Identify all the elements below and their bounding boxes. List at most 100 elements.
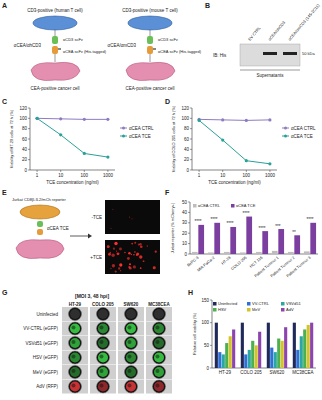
red-cell	[111, 254, 114, 257]
y-tick	[28, 139, 30, 140]
red-cell	[128, 252, 130, 254]
well	[153, 366, 166, 379]
label: αCEA scFv (His-tagged)	[158, 49, 202, 54]
point	[106, 118, 109, 121]
red-cell	[115, 242, 116, 243]
label: CD3-positive (mouse T cell)	[122, 8, 178, 13]
red-cell	[136, 255, 137, 256]
bracket	[240, 70, 300, 71]
y-tick-label: 10	[182, 241, 188, 246]
scfv-cea	[52, 46, 58, 54]
significance: **	[292, 230, 296, 235]
panel-letter: C	[2, 98, 7, 105]
legend-label: HSV	[218, 307, 227, 312]
x-tick	[60, 170, 61, 172]
red-cell	[110, 228, 111, 229]
point	[245, 159, 248, 162]
legend-swatch	[213, 308, 217, 312]
fluorescence	[154, 338, 164, 348]
panel-letter: F	[165, 189, 170, 196]
fluorescence	[98, 353, 108, 363]
legend-label: VSVd51	[286, 301, 301, 306]
well	[153, 322, 166, 335]
plaque	[72, 369, 76, 373]
well-bg	[118, 380, 144, 394]
bar	[208, 252, 214, 254]
legend-marker	[122, 127, 125, 130]
y-tick	[188, 222, 190, 223]
bar	[281, 341, 284, 368]
panel-letter: E	[2, 189, 7, 196]
well-bg	[146, 307, 172, 321]
red-cell	[120, 270, 121, 271]
label: COLO 205	[92, 302, 114, 307]
well-bg	[146, 322, 172, 336]
red-cell	[155, 251, 157, 253]
well-bg	[118, 322, 144, 336]
plaque	[128, 355, 132, 359]
red-cell	[109, 252, 111, 254]
bar	[241, 323, 244, 368]
red-cell	[133, 254, 134, 255]
bar	[303, 329, 306, 368]
plot-area	[192, 217, 316, 254]
red-cell	[129, 217, 130, 218]
fluorescence	[70, 367, 80, 377]
bar	[251, 341, 254, 368]
t-cell	[33, 16, 77, 30]
well-bg	[146, 351, 172, 365]
y-tick-label: 50	[204, 343, 210, 348]
bar	[214, 223, 220, 254]
y-tick	[190, 108, 192, 109]
arrow-head	[88, 234, 92, 239]
well	[69, 322, 82, 335]
well	[97, 308, 110, 321]
plaque	[100, 326, 104, 330]
significance: ****	[226, 221, 233, 226]
fluorescence	[154, 367, 164, 377]
legend-marker	[284, 127, 287, 130]
his-tag	[153, 48, 156, 50]
bar	[222, 354, 225, 368]
label: CD3-positive (human T cell)	[27, 8, 83, 13]
bar	[246, 217, 252, 254]
point	[268, 118, 271, 121]
red-cell	[140, 267, 142, 269]
his-tag	[58, 48, 61, 50]
well-bg	[90, 322, 116, 336]
x-tick	[222, 170, 223, 172]
y-tick	[28, 118, 30, 119]
fluorescence	[126, 324, 136, 334]
bar	[304, 251, 310, 254]
plaque	[72, 384, 76, 388]
point	[268, 162, 271, 165]
well	[125, 337, 138, 350]
bar	[258, 332, 261, 368]
bar	[198, 225, 204, 254]
label: Uninfected	[36, 312, 58, 317]
x-tick-label: COLO 205	[240, 370, 262, 375]
y-tick-label: 20	[22, 157, 28, 162]
bar	[310, 223, 316, 254]
well	[69, 366, 82, 379]
label: αCD3 scFv	[158, 37, 178, 42]
red-cell	[140, 245, 143, 248]
y-tick	[210, 322, 212, 323]
legend-label: αCEA CTRL	[291, 126, 316, 131]
panel-letter: B	[205, 2, 210, 9]
x-axis	[30, 170, 115, 171]
well	[97, 380, 110, 393]
well	[153, 337, 166, 350]
fluorescence	[70, 309, 80, 319]
fluorescence	[98, 324, 108, 334]
label: CEA-positive cancer cell	[31, 86, 80, 91]
band	[263, 52, 277, 55]
panel-letter: A	[2, 2, 7, 9]
bar	[293, 323, 296, 368]
plot-area	[198, 118, 272, 166]
label: SW620	[124, 302, 139, 307]
point	[221, 118, 224, 121]
bar	[277, 339, 280, 368]
label: -TCE	[92, 215, 103, 220]
label: MeV (eGFP)	[33, 370, 59, 375]
